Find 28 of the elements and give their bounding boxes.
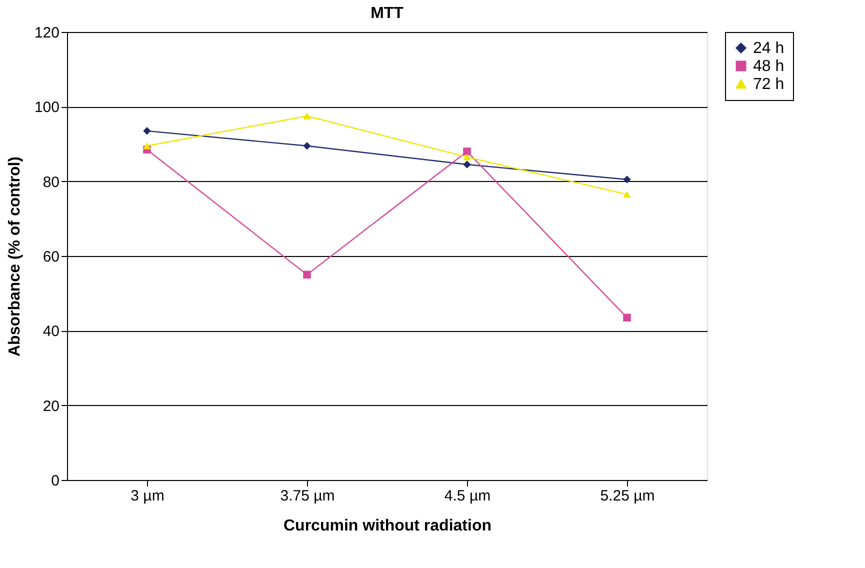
point <box>463 148 471 156</box>
x-tick-label: 4.5 µm <box>444 488 491 504</box>
point <box>303 112 311 120</box>
point <box>623 191 631 198</box>
y-tick-label: 60 <box>42 248 60 266</box>
x-axis-title: Curcumin without radiation <box>284 518 492 534</box>
y-tick-label: 40 <box>42 323 60 340</box>
y-tick-label: 0 <box>51 472 60 490</box>
point <box>623 176 631 184</box>
chart-title: MTT <box>370 5 404 22</box>
point <box>463 154 471 160</box>
point <box>463 160 471 168</box>
point <box>143 142 151 150</box>
y-tick-label: 20 <box>42 398 60 415</box>
point <box>303 142 311 150</box>
point <box>143 127 151 135</box>
y-tick-label: 120 <box>34 24 60 42</box>
legend-label: 24 h <box>753 40 784 57</box>
x-tick-label: 3.75 µm <box>280 488 335 504</box>
x-tick-label: 3 µm <box>130 488 164 504</box>
y-tick-label: 100 <box>34 99 60 116</box>
legend-label: 72 h <box>753 76 784 93</box>
point <box>623 314 631 322</box>
y-tick-label: 80 <box>42 174 60 191</box>
point <box>303 270 311 279</box>
y-axis-title: Absorbance (% of control) <box>6 156 24 357</box>
x-tick-label: 5.25 µm <box>600 488 655 504</box>
legend-label: 48 h <box>753 58 784 75</box>
